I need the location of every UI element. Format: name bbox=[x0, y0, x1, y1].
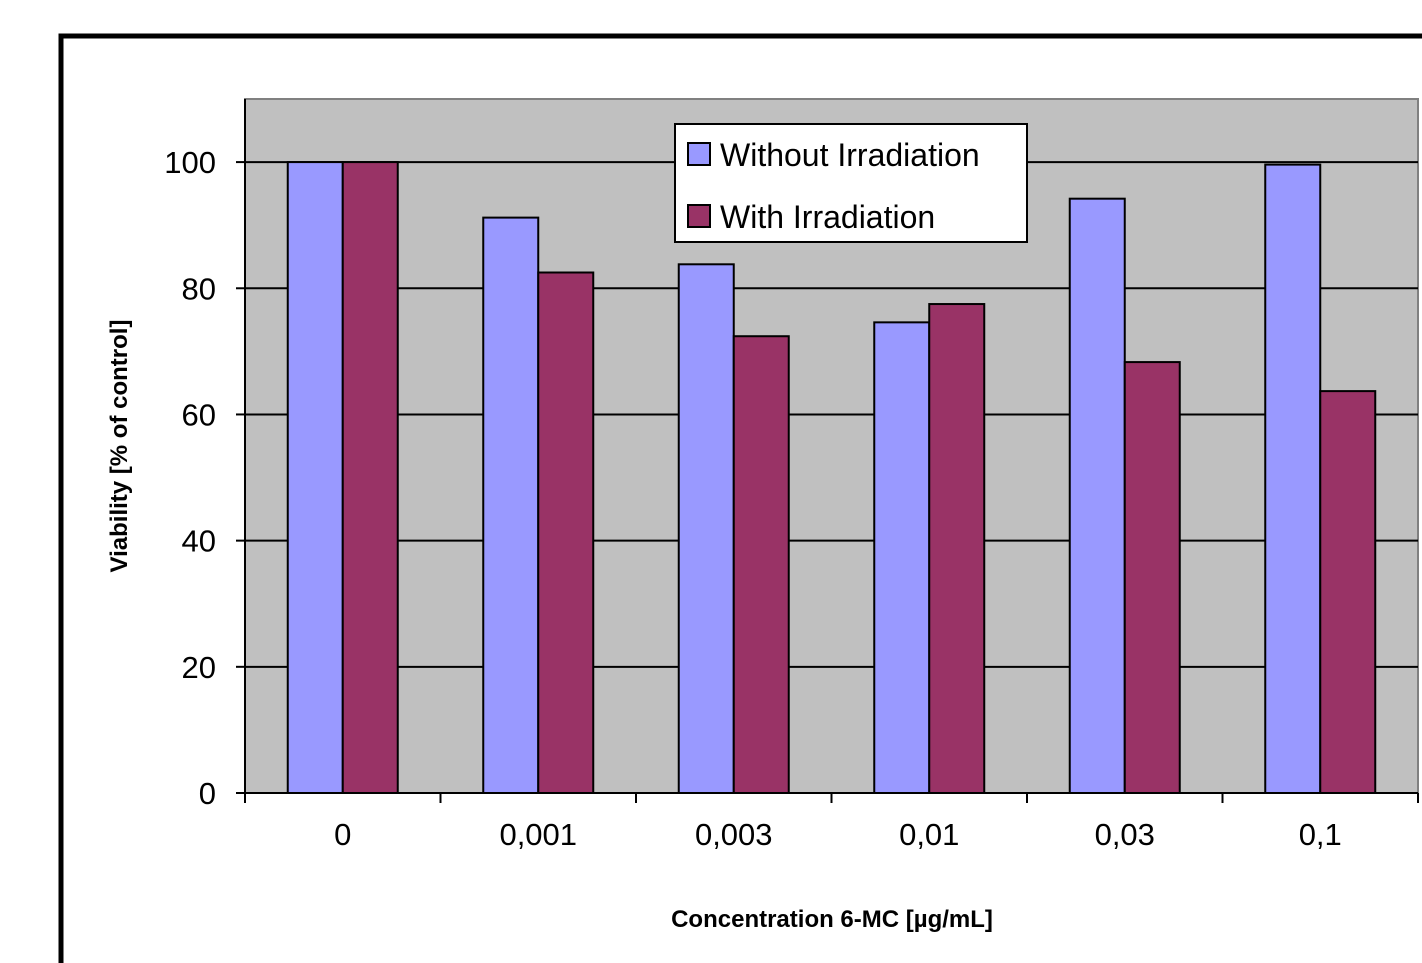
x-tick-label-1: 0,001 bbox=[499, 817, 577, 852]
bar-without-irradiation-0 bbox=[286, 161, 344, 795]
legend-label-without-irradiation: Without Irradiation bbox=[720, 137, 980, 173]
legend: Without Irradiation With Irradiation bbox=[674, 123, 1028, 243]
y-tick-label-100: 100 bbox=[164, 145, 216, 180]
bar-with-irradiation-4 bbox=[1123, 361, 1181, 794]
bar-without-irradiation-4 bbox=[1068, 197, 1126, 794]
x-tick-label-4: 0,03 bbox=[1095, 817, 1155, 852]
bar-with-irradiation-0 bbox=[341, 161, 399, 795]
x-tick-label-5: 0,1 bbox=[1299, 817, 1342, 852]
x-tick-label-3: 0,01 bbox=[899, 817, 959, 852]
y-tick-label-60: 60 bbox=[182, 397, 216, 432]
bar-without-irradiation-1 bbox=[482, 216, 540, 795]
y-tick-label-80: 80 bbox=[182, 271, 216, 306]
y-axis-title: Viability [% of control] bbox=[106, 320, 133, 573]
y-tick-labels: 0 20 40 60 80 100 bbox=[164, 145, 216, 811]
y-tick-label-20: 20 bbox=[182, 650, 216, 685]
bar-with-irradiation-1 bbox=[537, 271, 595, 794]
legend-box bbox=[674, 123, 1028, 243]
legend-label-with-irradiation: With Irradiation bbox=[720, 199, 935, 235]
y-tick-label-40: 40 bbox=[182, 524, 216, 559]
x-tick-labels: 0 0,001 0,003 0,01 0,03 0,1 bbox=[334, 817, 1342, 852]
axes bbox=[236, 99, 1419, 803]
bar-without-irradiation-5 bbox=[1264, 163, 1322, 794]
x-tick-label-0: 0 bbox=[334, 817, 351, 852]
bar-with-irradiation-2 bbox=[732, 335, 790, 794]
bars bbox=[286, 161, 1377, 795]
x-tick-label-2: 0,003 bbox=[695, 817, 773, 852]
y-tick-label-0: 0 bbox=[199, 776, 216, 811]
bar-without-irradiation-2 bbox=[677, 263, 735, 795]
bar-with-irradiation-5 bbox=[1319, 390, 1377, 794]
bar-without-irradiation-3 bbox=[873, 321, 931, 794]
legend-swatch-with-irradiation bbox=[687, 204, 711, 228]
x-axis-title: Concentration 6-MC [µg/mL] bbox=[671, 906, 993, 933]
bar-with-irradiation-3 bbox=[928, 303, 986, 794]
legend-swatch-without-irradiation bbox=[687, 142, 711, 166]
